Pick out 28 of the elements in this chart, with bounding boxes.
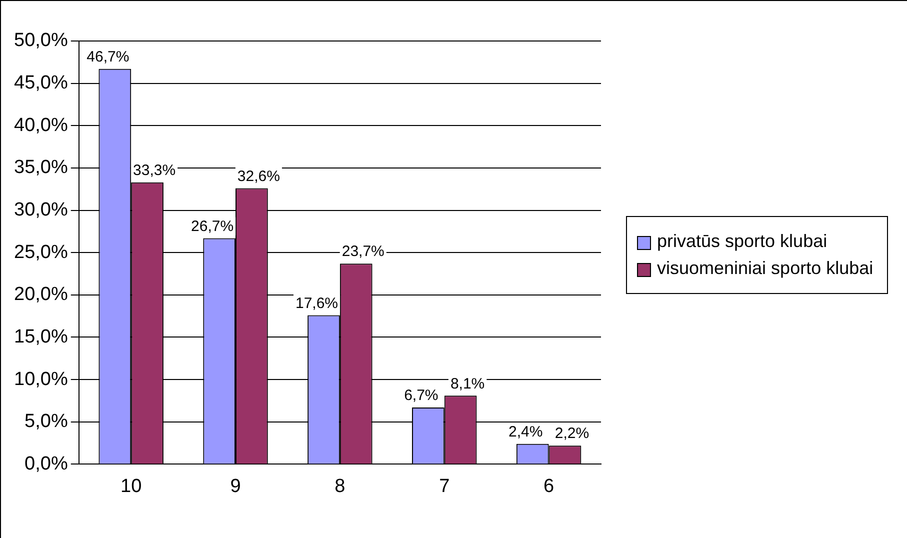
data-label: 32,6% bbox=[237, 168, 280, 185]
data-label: 26,7% bbox=[191, 218, 234, 235]
data-label: 46,7% bbox=[86, 48, 130, 66]
y-tick-label: 5,0% bbox=[24, 411, 68, 432]
data-label: 2,4% bbox=[508, 424, 543, 441]
y-tick-label: 20,0% bbox=[14, 284, 68, 306]
x-tick-label: 8 bbox=[334, 476, 346, 497]
y-tick-label: 10,0% bbox=[14, 368, 68, 390]
y-tick-label: 0,0% bbox=[24, 453, 68, 474]
data-label: 2,2% bbox=[554, 425, 590, 442]
legend-label: privatūs sporto klubai bbox=[657, 231, 828, 252]
x-tick-label: 9 bbox=[230, 476, 241, 497]
data-label: 23,7% bbox=[342, 243, 384, 260]
x-tick-label: 7 bbox=[439, 476, 450, 497]
data-label: 33,3% bbox=[133, 162, 176, 179]
y-tick-label: 45,0% bbox=[14, 72, 68, 94]
x-tick-label: 10 bbox=[120, 476, 142, 497]
y-tick-label: 50,0% bbox=[14, 30, 68, 52]
y-tick-label: 40,0% bbox=[14, 114, 68, 136]
legend-label: visuomeniniai sporto klubai bbox=[657, 258, 874, 279]
y-tick-label: 25,0% bbox=[14, 242, 68, 263]
data-label: 6,7% bbox=[404, 387, 438, 404]
y-tick-label: 35,0% bbox=[14, 157, 68, 178]
data-label: 8,1% bbox=[450, 375, 485, 392]
data-label: 17,6% bbox=[295, 294, 338, 312]
y-tick-label: 30,0% bbox=[14, 200, 68, 221]
x-tick-label: 6 bbox=[544, 476, 554, 497]
y-tick-label: 15,0% bbox=[14, 326, 68, 348]
